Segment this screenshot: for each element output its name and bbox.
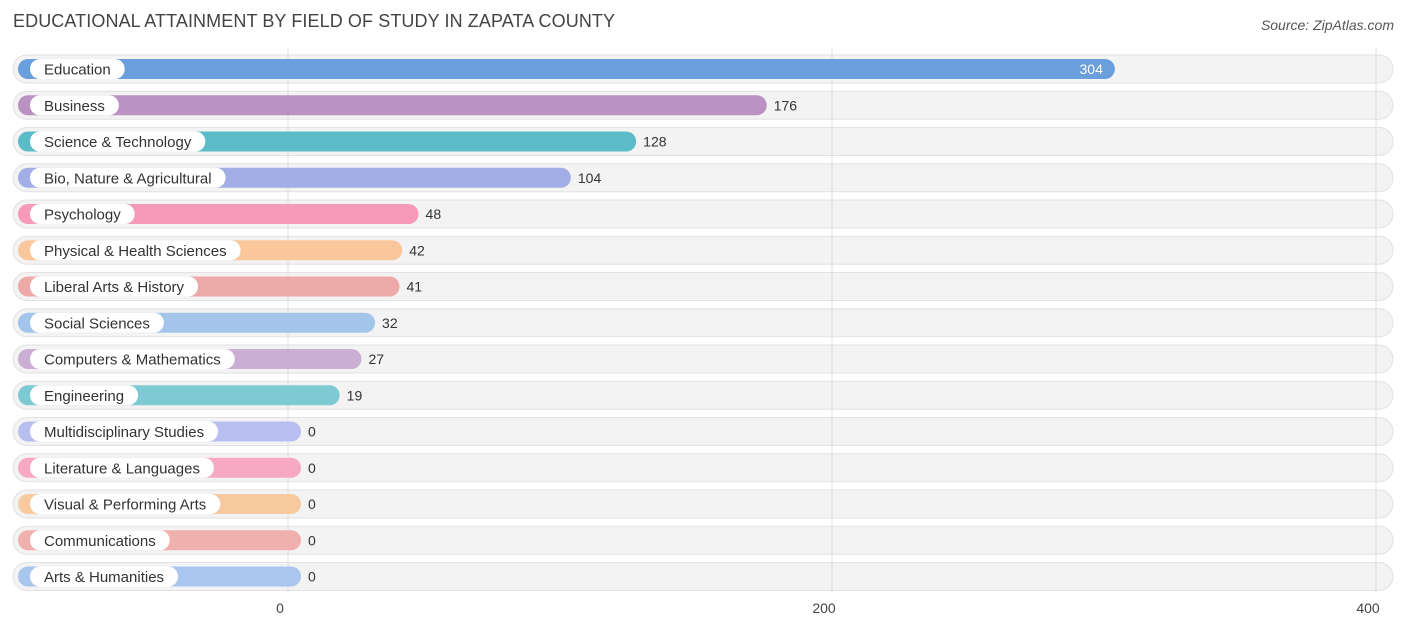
category-label: Science & Technology: [44, 134, 192, 151]
category-label-pill: [30, 421, 219, 442]
category-label-pill: [30, 566, 179, 587]
category-label: Social Sciences: [44, 315, 150, 332]
category-label: Education: [44, 62, 111, 79]
row-track: [12, 380, 1394, 410]
category-label: Communications: [44, 533, 156, 550]
category-label: Bio, Nature & Agricultural: [44, 170, 212, 187]
value-label: 0: [308, 424, 316, 440]
value-label: 48: [426, 206, 442, 222]
value-label: 27: [368, 351, 384, 367]
bar: [18, 95, 767, 116]
category-label-pill: [30, 349, 235, 369]
value-label: 0: [308, 532, 316, 548]
x-axis-ticks: 0 200 400: [276, 600, 1380, 616]
row-track: [12, 562, 1394, 591]
row-track: [12, 417, 1394, 446]
value-label: 42: [409, 242, 425, 258]
category-label: Physical & Health Sciences: [44, 243, 227, 260]
category-label: Literature & Languages: [44, 460, 200, 477]
category-label: Arts & Humanities: [44, 569, 164, 586]
bars: Education 304 Business 176 Science & Technol…: [18, 59, 1115, 587]
row-track: [12, 453, 1394, 483]
category-label-pill: [30, 240, 241, 261]
category-label-pill: [30, 530, 170, 551]
value-label: 176: [774, 97, 798, 113]
value-label: 41: [407, 279, 423, 295]
value-label: 0: [308, 569, 316, 585]
category-label-pill: [30, 95, 119, 116]
value-label: 128: [643, 134, 667, 150]
category-label-pill: [30, 385, 139, 406]
category-label: Business: [44, 98, 105, 115]
category-label-pill: [30, 276, 199, 297]
category-label-pill: [30, 204, 135, 224]
category-label: Computers & Mathematics: [44, 352, 221, 369]
category-label-pill: [30, 59, 125, 79]
category-label-pill: [30, 167, 226, 188]
category-label-pill: [30, 457, 214, 478]
category-label: Visual & Performing Arts: [44, 497, 206, 514]
value-label: 32: [382, 315, 398, 331]
source-note: Source: ZipAtlas.com: [1260, 17, 1394, 33]
value-label: 104: [578, 170, 602, 186]
category-label-pill: [30, 131, 206, 152]
category-label: Multidisciplinary Studies: [44, 424, 204, 441]
row-track: [12, 525, 1394, 555]
value-label: 304: [1080, 61, 1104, 77]
row-track: [12, 489, 1394, 519]
x-tick-label: 0: [276, 600, 284, 616]
value-label: 0: [308, 496, 316, 512]
category-label-pill: [30, 312, 164, 333]
chart-title: EDUCATIONAL ATTAINMENT BY FIELD OF STUDY…: [13, 11, 616, 31]
value-label: 19: [347, 387, 363, 403]
x-tick-label: 200: [812, 600, 836, 616]
x-tick-label: 400: [1356, 600, 1380, 616]
category-label: Psychology: [44, 207, 121, 224]
category-label: Liberal Arts & History: [44, 279, 185, 296]
category-label-pill: [30, 494, 221, 514]
value-label: 0: [308, 460, 316, 476]
bar: [18, 59, 1115, 79]
category-label: Engineering: [44, 388, 124, 405]
